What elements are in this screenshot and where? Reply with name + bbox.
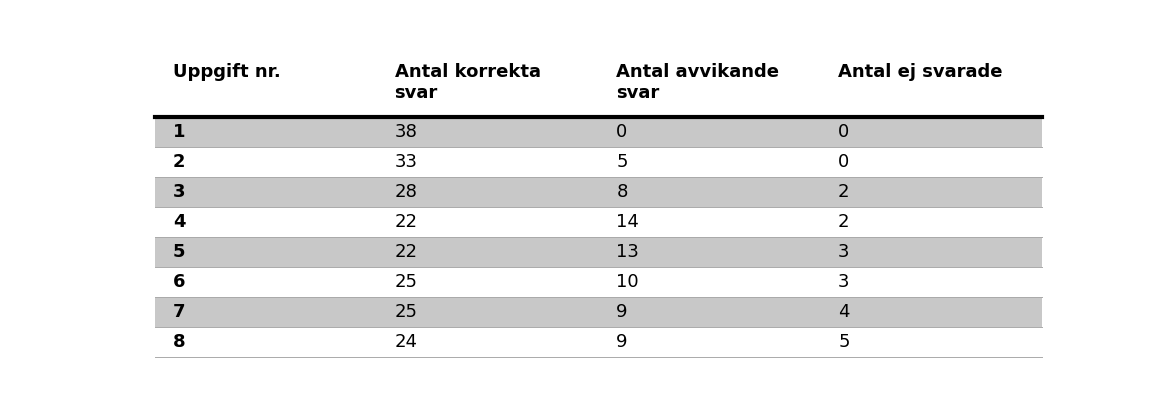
Text: 5: 5 (173, 243, 186, 261)
Text: 24: 24 (395, 333, 418, 351)
Text: 2: 2 (173, 153, 186, 171)
Text: 2: 2 (839, 183, 849, 201)
Text: 22: 22 (395, 243, 418, 261)
Text: 5: 5 (617, 153, 628, 171)
Text: 25: 25 (395, 303, 418, 321)
Text: 3: 3 (839, 273, 849, 291)
Bar (155, 177, 1042, 207)
Text: 9: 9 (617, 333, 628, 351)
Text: 28: 28 (395, 183, 417, 201)
Bar (155, 207, 1042, 237)
Bar (155, 237, 1042, 267)
Text: 5: 5 (839, 333, 849, 351)
Bar (155, 60, 1042, 117)
Text: 6: 6 (173, 273, 186, 291)
Text: 3: 3 (173, 183, 186, 201)
Bar (155, 327, 1042, 357)
Text: Uppgift nr.: Uppgift nr. (173, 63, 280, 81)
Text: 7: 7 (173, 303, 186, 321)
Bar (155, 297, 1042, 327)
Text: 22: 22 (395, 213, 418, 231)
Text: Antal korrekta
svar: Antal korrekta svar (395, 63, 541, 102)
Bar (155, 117, 1042, 147)
Text: 14: 14 (617, 213, 639, 231)
Text: 4: 4 (173, 213, 186, 231)
Text: 0: 0 (617, 123, 627, 141)
Text: Antal ej svarade: Antal ej svarade (839, 63, 1002, 81)
Text: 8: 8 (173, 333, 186, 351)
Text: 9: 9 (617, 303, 628, 321)
Bar (155, 147, 1042, 177)
Text: 0: 0 (839, 123, 849, 141)
Text: 2: 2 (839, 213, 849, 231)
Text: 33: 33 (395, 153, 418, 171)
Text: 4: 4 (839, 303, 849, 321)
Text: Antal avvikande
svar: Antal avvikande svar (617, 63, 779, 102)
Text: 8: 8 (617, 183, 627, 201)
Text: 38: 38 (395, 123, 417, 141)
Text: 25: 25 (395, 273, 418, 291)
Text: 13: 13 (617, 243, 639, 261)
Text: 0: 0 (839, 153, 849, 171)
Text: 1: 1 (173, 123, 186, 141)
Text: 3: 3 (839, 243, 849, 261)
Text: 10: 10 (617, 273, 639, 291)
Bar (155, 267, 1042, 297)
